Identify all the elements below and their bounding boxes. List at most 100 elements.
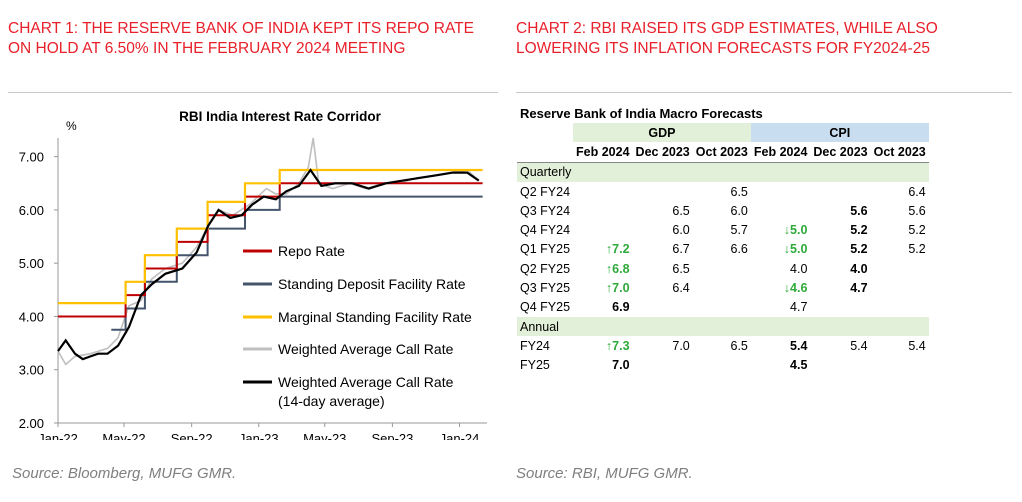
table-row: Q2 FY25 ↑6.8 6.5 4.0 4.0 [517,259,929,278]
table-row: Q2 FY24 6.5 6.4 [517,182,929,201]
table-cell: 5.4 [908,338,926,353]
x-tick-label: Jan-22 [38,431,78,440]
table-cell: 6.0 [672,223,690,238]
table-cell [810,356,870,375]
chart2-divider [516,92,1012,93]
row-label: Q4 FY25 [520,300,571,315]
table-cell [693,278,751,297]
table-row: Q3 FY25 ↑7.0 6.4 ↓4.6 4.7 [517,278,929,297]
table-cell: ↑7.3 [605,338,630,353]
y-tick-label: 6.00 [19,203,44,218]
y-tick-label: 5.00 [19,256,44,271]
series-line-3 [58,168,483,305]
y-tick-label: 3.00 [19,363,44,378]
table-row: Q1 FY25 ↑7.2 6.7 6.6 ↓5.0 5.2 5.2 [517,240,929,259]
x-tick-label: Jan-23 [239,431,279,440]
legend-label-4: Weighted Average Call Rate [278,341,454,357]
table-row: Q4 FY24 6.0 5.7 ↓5.0 5.2 5.2 [517,220,929,239]
table-cell: 6.5 [672,261,690,276]
table-cell: 6.0 [730,203,748,218]
row-label: FY25 [520,358,550,373]
table-cell: ↓5.0 [783,242,808,257]
row-label: Q2 FY25 [520,261,571,276]
table-row: Q4 FY25 6.9 4.7 [517,298,929,317]
row-label: Q2 FY24 [520,184,571,199]
x-tick-label: May-22 [102,431,145,440]
table-cell [751,182,811,201]
chart1-heading: CHART 1: THE RESERVE BANK OF INDIA KEPT … [8,20,474,57]
row-label: FY24 [520,338,550,353]
table-cell: 5.2 [850,242,868,257]
legend-label-5: Weighted Average Call Rate [278,374,454,390]
table-row: FY25 7.0 4.5 [517,356,929,375]
table-cell [573,220,633,239]
table-cell: 7.0 [672,338,690,353]
table-cell: 4.7 [850,281,868,296]
table-cell [573,182,633,201]
column-header: Feb 2024 [573,142,633,163]
table-cell [633,298,693,317]
cpi-group-header: CPI [750,123,929,143]
table-cell [693,298,751,317]
column-header [517,142,574,163]
column-header: Dec 2023 [810,142,871,163]
table-cell: 6.5 [672,203,690,218]
table-cell: 4.5 [790,358,808,373]
row-label: Q1 FY25 [520,242,571,257]
corner-cell [517,123,573,142]
section-row: Annual [517,316,929,337]
y-tick-label: 7.00 [19,150,44,165]
table-cell [633,356,693,375]
table-cell: 4.7 [790,300,808,315]
series-line-2 [111,195,483,331]
table-title: Reserve Bank of India Macro Forecasts [520,106,763,121]
table-cell: 5.2 [908,223,926,238]
gdp-group-header: GDP [573,123,751,143]
table-cell [810,298,870,317]
table-cell: 6.6 [730,242,748,257]
table-cell: ↑7.2 [605,242,630,257]
table-cell [871,278,929,297]
table-cell: 6.4 [908,184,926,199]
row-label: Q3 FY25 [520,281,571,296]
column-header: Feb 2024 [750,142,811,163]
table-cell: 6.4 [672,281,690,296]
chart2-source: Source: RBI, MUFG GMR. [516,465,693,482]
table-cell [871,356,929,375]
table-cell [751,201,811,220]
section-row: Quarterly [517,162,929,182]
table-cell: 6.5 [730,184,748,199]
table-cell: 7.0 [612,358,630,373]
chart-title: RBI India Interest Rate Corridor [179,109,382,124]
series-line-1 [58,182,483,318]
x-tick-label: Sep-22 [171,431,213,440]
table-cell: 5.4 [790,338,808,353]
section-label: Quarterly [517,162,929,182]
table-cell [871,259,929,278]
table-cell: 5.2 [850,223,868,238]
table-cell: 4.0 [850,261,868,276]
legend-label-1: Repo Rate [278,243,345,259]
legend-label-5-cont: (14-day average) [278,393,385,409]
table-cell: 6.7 [672,242,690,257]
table-cell: 5.6 [908,203,926,218]
legend-label-3: Marginal Standing Facility Rate [278,309,472,325]
table-row: FY24 ↑7.3 7.0 6.5 5.4 5.4 5.4 [517,336,929,355]
table-cell: ↓4.6 [783,281,808,296]
x-tick-label: May-23 [303,431,346,440]
section-label: Annual [517,316,929,337]
y-axis-label: % [66,119,77,133]
table-cell [871,298,929,317]
x-tick-label: Jan-24 [440,431,480,440]
y-tick-label: 4.00 [19,309,44,324]
table-cell: 5.4 [850,338,868,353]
table-cell: 6.9 [612,300,630,315]
table-cell: 6.5 [730,338,748,353]
row-label: Q3 FY24 [520,203,571,218]
table-cell: 5.2 [908,242,926,257]
chart2-heading: CHART 2: RBI RAISED ITS GDP ESTIMATES, W… [516,20,938,57]
macro-forecast-table: GDP CPI Feb 2024 Dec 2023 Oct 2023 Feb 2024 De… [517,123,929,375]
column-header: Oct 2023 [870,142,929,163]
table-cell: 5.7 [730,223,748,238]
group-header-row: GDP CPI [517,123,929,143]
